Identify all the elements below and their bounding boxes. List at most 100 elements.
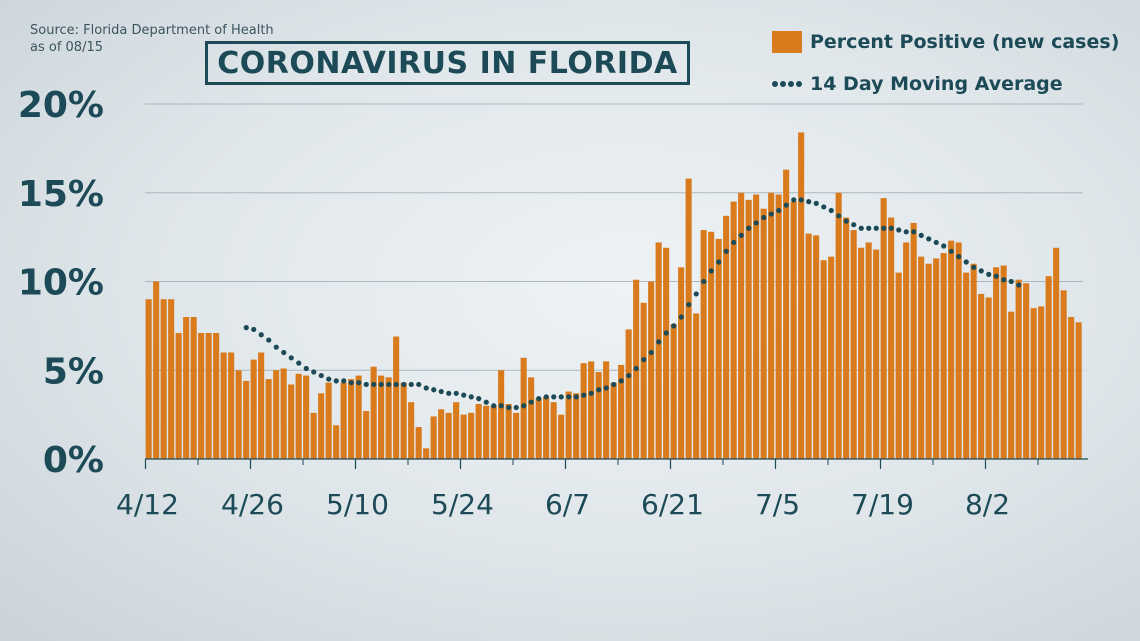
moving-average-dot [873, 225, 879, 231]
bar [640, 302, 647, 459]
bar [663, 247, 670, 459]
x-tick-label: 5/10 [326, 488, 389, 521]
bar [895, 272, 902, 459]
bar [730, 201, 737, 459]
moving-average-dot [888, 225, 894, 231]
moving-average-dot [296, 360, 302, 366]
bar [498, 370, 505, 459]
bar [333, 425, 340, 459]
moving-average-dot [543, 394, 549, 400]
moving-average-dot [828, 207, 834, 214]
moving-average-dot [416, 381, 422, 388]
moving-average-dot [626, 372, 632, 379]
source-note: Source: Florida Department of Health as … [30, 22, 274, 56]
bar [835, 192, 842, 459]
bar [655, 242, 662, 459]
bar [798, 132, 805, 459]
moving-average-dot [603, 385, 609, 391]
bar [430, 416, 437, 459]
moving-average-dot [716, 259, 722, 265]
moving-average-dot [611, 381, 617, 388]
x-tick-label: 8/2 [965, 488, 1010, 521]
bar [175, 332, 182, 459]
bar [925, 263, 932, 459]
x-tick-label: 7/5 [755, 488, 800, 521]
bar [198, 332, 205, 459]
bar [985, 297, 992, 459]
bar [460, 414, 467, 459]
moving-average-dot [431, 387, 437, 393]
bar [918, 256, 925, 459]
moving-average-dot [813, 200, 819, 206]
bar [288, 384, 295, 459]
bar [888, 217, 895, 459]
x-tick-label: 5/24 [431, 488, 494, 521]
bar [228, 352, 235, 459]
legend-dots-swatch [772, 81, 802, 87]
moving-average-dot [656, 339, 662, 345]
moving-average-dot [783, 202, 789, 208]
bar [385, 377, 392, 459]
bar [393, 336, 400, 459]
bar [340, 382, 347, 459]
x-tick-label: 6/21 [641, 488, 704, 521]
moving-average-dot [438, 388, 444, 395]
moving-average-dot [453, 390, 459, 396]
bar [865, 242, 872, 459]
moving-average-dot [768, 211, 774, 217]
bar [190, 317, 197, 459]
moving-average-dot [363, 381, 369, 388]
bar [1068, 317, 1075, 459]
moving-average-dot [881, 225, 887, 231]
bar [558, 414, 565, 459]
moving-average-dot [573, 394, 579, 400]
moving-average-dot [866, 225, 872, 231]
bar [535, 398, 542, 459]
y-tick-label: 5% [43, 351, 104, 392]
bar [490, 405, 497, 459]
moving-average-dot [303, 365, 309, 372]
bar [843, 217, 850, 459]
moving-average-dot [941, 243, 947, 249]
bar [910, 222, 917, 459]
x-tick-label: 4/26 [221, 488, 284, 521]
moving-average-dot [821, 204, 827, 210]
moving-average-dot [401, 381, 407, 388]
chart-title: CORONAVIRUS IN FLORIDA [217, 45, 678, 81]
moving-average-dot [1008, 278, 1014, 285]
bar [820, 260, 827, 459]
moving-average-dot [903, 229, 909, 235]
moving-average-dot [588, 390, 594, 396]
bar [550, 402, 557, 459]
bar [933, 258, 940, 459]
moving-average-dot [341, 378, 347, 384]
x-tick-label: 6/7 [545, 488, 590, 521]
moving-average-dot [266, 337, 272, 343]
bar [648, 281, 655, 459]
bar [940, 253, 947, 459]
moving-average-dot [461, 392, 467, 398]
moving-average-dot [326, 376, 332, 382]
bar [693, 313, 700, 459]
bar [543, 396, 550, 459]
moving-average-dot [693, 291, 699, 297]
moving-average-dot [311, 369, 317, 375]
bar [1075, 322, 1082, 459]
bar [505, 403, 512, 459]
moving-average-dot [956, 254, 962, 260]
moving-average-dot [566, 394, 572, 400]
bar [588, 361, 595, 459]
bar [310, 412, 317, 459]
bar [723, 215, 730, 459]
source-line: Source: Florida Department of Health [30, 23, 274, 38]
moving-average-dot [273, 344, 279, 350]
bar [978, 293, 985, 459]
bar [363, 411, 370, 459]
moving-average-dot [476, 396, 482, 402]
moving-average-dot [251, 326, 257, 333]
bar [325, 382, 332, 459]
legend-label-percent-positive: Percent Positive (new cases) [810, 31, 1120, 53]
moving-average-dot [318, 372, 324, 379]
bar [1053, 247, 1060, 459]
bar [903, 242, 910, 459]
